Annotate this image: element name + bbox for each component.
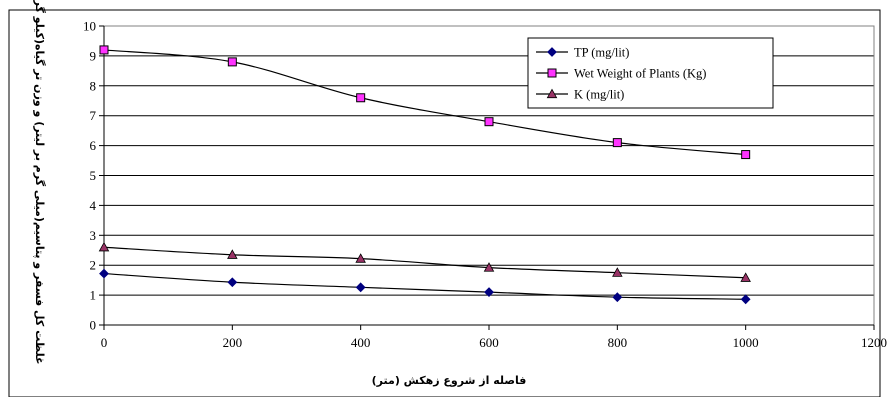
data-point bbox=[484, 287, 494, 298]
series-line bbox=[103, 49, 746, 156]
legend-marker bbox=[546, 88, 558, 99]
legend-box bbox=[527, 37, 774, 109]
data-point bbox=[355, 282, 366, 293]
x-tick-label: 400 bbox=[351, 335, 371, 350]
data-point bbox=[483, 262, 495, 272]
data-point bbox=[227, 277, 238, 288]
series-0 bbox=[99, 268, 751, 305]
data-point bbox=[355, 253, 366, 263]
data-point bbox=[612, 138, 622, 148]
series-line bbox=[103, 246, 746, 279]
legend-label: Wet Weight of Plants (Kg) bbox=[574, 67, 706, 81]
data-point bbox=[98, 241, 110, 252]
x-tick-label: 1000 bbox=[733, 335, 759, 350]
y-tick-label: 7 bbox=[90, 108, 97, 123]
y-tick-label: 0 bbox=[90, 318, 97, 333]
data-point bbox=[99, 45, 109, 55]
y-tick-label: 6 bbox=[90, 138, 97, 153]
x-tick-label: 200 bbox=[223, 335, 243, 350]
y-tick-label: 2 bbox=[90, 258, 97, 273]
y-tick-label: 9 bbox=[90, 48, 97, 63]
data-point bbox=[227, 249, 238, 259]
y-tick-label: 10 bbox=[83, 19, 96, 34]
y-tick-label: 8 bbox=[90, 78, 97, 93]
data-point bbox=[356, 93, 366, 103]
data-point bbox=[741, 150, 751, 160]
legend-label: TP (mg/lit) bbox=[574, 46, 629, 60]
data-point bbox=[740, 294, 751, 305]
legend: TP (mg/lit) Wet Weight of Plants (Kg) K (m… bbox=[527, 37, 774, 109]
series-line bbox=[103, 272, 746, 300]
x-tick-label: 800 bbox=[608, 335, 628, 350]
data-point bbox=[484, 117, 494, 127]
data-point bbox=[227, 57, 237, 67]
legend-marker bbox=[547, 47, 557, 57]
y-tick-label: 5 bbox=[90, 168, 97, 183]
x-tick-label: 600 bbox=[479, 335, 499, 350]
legend-marker bbox=[547, 68, 557, 78]
series-2 bbox=[98, 241, 751, 282]
data-point bbox=[99, 268, 109, 279]
legend-label: K (mg/lit) bbox=[574, 88, 624, 102]
series-1 bbox=[99, 45, 751, 160]
y-tick-label: 4 bbox=[90, 198, 97, 213]
x-tick-label: 1200 bbox=[861, 335, 887, 350]
series-layer bbox=[98, 45, 751, 305]
y-axis-title: غلظت کل فسفر و پتاسیم(میلی گرم بر لیتر) … bbox=[33, 0, 46, 364]
data-point bbox=[740, 272, 751, 282]
axes: 0 1 2 3 4 5 6 7 8 9 10 0 200 400 600 800 1000 1200 bbox=[83, 19, 887, 351]
data-point bbox=[612, 267, 623, 277]
x-tick-label: 0 bbox=[101, 335, 108, 350]
data-point bbox=[612, 292, 623, 303]
x-axis-title: فاصله از شروع زهکش (متر) bbox=[372, 374, 527, 387]
y-tick-label: 3 bbox=[90, 228, 97, 243]
y-tick-label: 1 bbox=[90, 288, 97, 303]
